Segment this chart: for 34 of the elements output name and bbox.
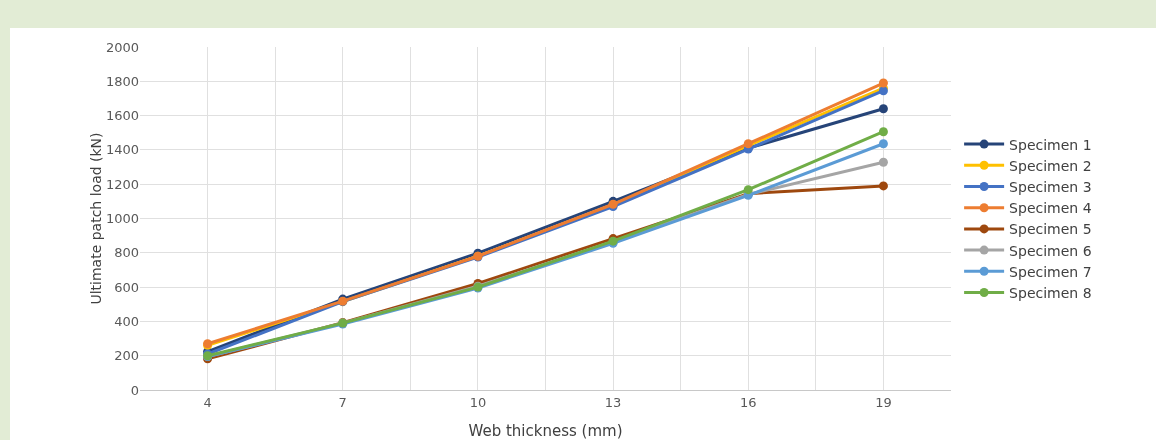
point [878, 139, 888, 149]
y-tick-label: 1400 [105, 142, 139, 158]
legend-label: Specimen 1 [1009, 136, 1092, 153]
point [878, 127, 888, 137]
y-tick-label: 800 [114, 245, 139, 261]
y-axis-title: Ultimate patch load (kN) [87, 132, 104, 305]
y-tick-label: 1200 [105, 176, 139, 192]
legend-label: Specimen 5 [1009, 221, 1092, 238]
y-tick-label: 200 [114, 348, 139, 364]
x-tick-label: 10 [469, 394, 487, 410]
point [743, 185, 753, 195]
legend-label: Specimen 2 [1009, 157, 1092, 174]
legend-label: Specimen 8 [1009, 284, 1092, 301]
y-tick-label: 2000 [105, 39, 139, 55]
y-tick-label: 600 [114, 279, 139, 295]
legend-label: Specimen 4 [1009, 200, 1092, 217]
point [878, 157, 888, 167]
x-tick-label: 13 [604, 394, 622, 410]
x-tick-label: 4 [203, 394, 212, 410]
point [878, 78, 888, 88]
y-tick-label: 1000 [105, 211, 139, 227]
x-tick-label: 7 [338, 394, 347, 410]
legend-label: Specimen 6 [1009, 242, 1092, 259]
y-tick-label: 1800 [105, 73, 139, 89]
y-tick-label: 1600 [105, 108, 139, 124]
x-axis-title: Web thickness (mm) [468, 422, 623, 440]
x-tick-label: 16 [739, 394, 757, 410]
legend-label: Specimen 7 [1009, 263, 1092, 280]
y-tick-label: 400 [114, 313, 139, 329]
point [878, 104, 888, 114]
point [878, 181, 888, 191]
y-tick-label: 0 [130, 382, 139, 398]
x-tick-label: 19 [875, 394, 892, 410]
legend-label: Specimen 3 [1009, 178, 1092, 195]
